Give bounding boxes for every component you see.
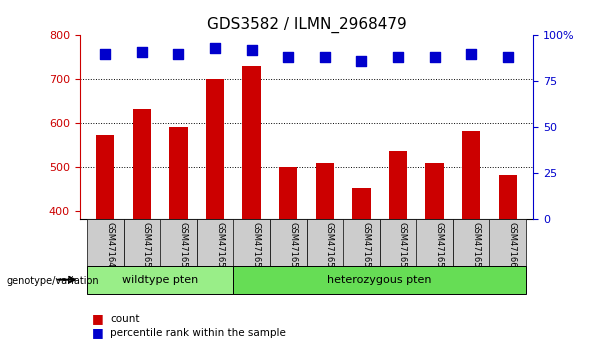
Text: percentile rank within the sample: percentile rank within the sample [110, 328, 286, 338]
Bar [169, 127, 188, 219]
FancyBboxPatch shape [197, 219, 234, 266]
Text: wildtype pten: wildtype pten [122, 275, 198, 285]
Bar [316, 162, 334, 219]
Bar [206, 79, 224, 219]
Text: GSM471655: GSM471655 [325, 222, 334, 273]
FancyBboxPatch shape [306, 219, 343, 266]
FancyBboxPatch shape [489, 219, 527, 266]
Text: ■: ■ [92, 326, 104, 339]
Text: GSM471650: GSM471650 [142, 222, 151, 273]
FancyBboxPatch shape [160, 219, 197, 266]
Bar [498, 175, 517, 219]
FancyBboxPatch shape [124, 219, 161, 266]
Text: ■: ■ [92, 312, 104, 325]
FancyBboxPatch shape [234, 266, 526, 294]
Text: count: count [110, 314, 140, 324]
FancyBboxPatch shape [416, 219, 454, 266]
Point [430, 55, 440, 60]
FancyBboxPatch shape [379, 219, 417, 266]
Bar [462, 131, 480, 219]
Bar [96, 135, 115, 219]
FancyBboxPatch shape [453, 219, 490, 266]
Text: GSM471660: GSM471660 [508, 222, 517, 273]
Text: GSM471651: GSM471651 [178, 222, 188, 273]
Point [283, 55, 293, 60]
Point [210, 45, 220, 51]
Text: GSM471656: GSM471656 [362, 222, 370, 273]
Bar [279, 167, 297, 219]
Text: GSM471657: GSM471657 [398, 222, 407, 273]
Bar [243, 66, 261, 219]
Text: heterozygous pten: heterozygous pten [327, 275, 432, 285]
Text: GSM471652: GSM471652 [251, 222, 261, 273]
Point [466, 51, 476, 57]
Text: GSM471653: GSM471653 [215, 222, 224, 273]
Point [101, 51, 110, 57]
Text: GSM471654: GSM471654 [288, 222, 297, 273]
Title: GDS3582 / ILMN_2968479: GDS3582 / ILMN_2968479 [207, 16, 406, 33]
Text: GSM471658: GSM471658 [435, 222, 444, 273]
FancyBboxPatch shape [87, 219, 124, 266]
Point [246, 47, 256, 53]
FancyBboxPatch shape [343, 219, 380, 266]
Bar [389, 151, 407, 219]
Text: GSM471648: GSM471648 [105, 222, 114, 273]
FancyBboxPatch shape [87, 266, 234, 294]
Point [137, 49, 147, 55]
Bar [352, 188, 370, 219]
FancyBboxPatch shape [234, 219, 270, 266]
Text: GSM471659: GSM471659 [471, 222, 480, 273]
Bar [133, 109, 151, 219]
Point [173, 51, 183, 57]
Text: genotype/variation: genotype/variation [6, 276, 99, 286]
FancyBboxPatch shape [270, 219, 307, 266]
Point [503, 55, 512, 60]
Bar [425, 162, 444, 219]
Point [357, 58, 367, 64]
Point [320, 55, 330, 60]
Point [393, 55, 403, 60]
